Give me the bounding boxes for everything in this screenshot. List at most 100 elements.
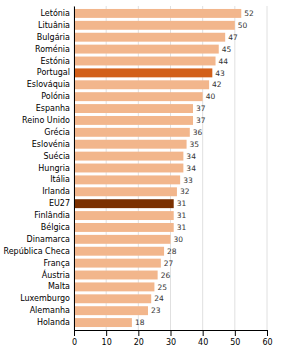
bar <box>74 128 190 137</box>
data-label: 37 <box>196 116 206 125</box>
tick-mark <box>267 330 268 336</box>
tick-label: 30 <box>166 338 176 347</box>
grid-line <box>202 6 203 330</box>
tick-label: Irlanda <box>42 187 70 196</box>
data-label: 27 <box>164 259 174 268</box>
tick: Malta <box>48 282 70 291</box>
axis-line <box>74 7 75 331</box>
bar <box>74 164 183 173</box>
bar <box>74 247 164 256</box>
tick: 20 <box>134 330 144 347</box>
data-label: 23 <box>151 306 161 315</box>
tick-mark <box>138 330 139 336</box>
tick: Áustria <box>42 269 70 280</box>
data-label: 25 <box>157 283 167 292</box>
tick: Lituânia <box>38 21 70 30</box>
bar <box>74 271 158 280</box>
tick: França <box>43 259 70 268</box>
data-label: 34 <box>186 152 196 161</box>
data-labels: 5250474544434240373736353434333231313130… <box>135 9 254 327</box>
data-label: 26 <box>161 271 171 280</box>
bar <box>74 80 209 89</box>
tick: Bélgica <box>41 222 70 232</box>
tick: Reino Unido <box>22 116 70 125</box>
tick: 0 <box>72 330 77 347</box>
grid <box>74 6 267 330</box>
tick: 50 <box>230 330 240 347</box>
tick-label: Hungria <box>38 164 70 173</box>
data-label: 34 <box>186 164 196 173</box>
tick-label: Lituânia <box>38 21 70 30</box>
tick-label: 10 <box>102 338 112 347</box>
bar <box>74 318 132 327</box>
tick-label: Reino Unido <box>22 116 70 125</box>
tick: Suécia <box>43 151 70 161</box>
tick: Hungria <box>38 164 70 173</box>
bar <box>74 68 212 77</box>
data-label: 43 <box>215 69 225 78</box>
bar <box>74 92 203 101</box>
bar <box>74 57 216 66</box>
tick-label: Itália <box>50 175 70 184</box>
data-label: 44 <box>219 57 229 66</box>
tick-label: Alemanha <box>30 306 70 315</box>
bar <box>74 282 154 291</box>
tick: Letónia <box>41 8 71 18</box>
bar <box>74 104 193 113</box>
tick-label: Bélgica <box>41 222 70 232</box>
data-label: 42 <box>212 80 222 89</box>
tick-mark <box>74 330 75 336</box>
bar <box>74 199 174 208</box>
tick: Eslováquia <box>27 80 70 89</box>
tick-label: Letónia <box>41 8 71 18</box>
plot: 0 10 20 30 40 50 60 Letónia Lituânia Bulgária Romé… <box>3 6 272 347</box>
tick-label: Polónia <box>41 91 70 101</box>
tick: Dinamarca <box>27 235 71 244</box>
tick-label: Áustria <box>42 269 70 280</box>
tick-label: 20 <box>134 338 144 347</box>
tick-mark <box>171 330 172 336</box>
tick: Alemanha <box>30 306 70 315</box>
tick: Polónia <box>41 91 70 101</box>
tick-label: Suécia <box>43 151 70 161</box>
data-label: 30 <box>174 235 184 244</box>
tick: Itália <box>50 175 70 184</box>
tick: Espanha <box>36 104 70 113</box>
tick-label: 0 <box>72 338 77 347</box>
tick-label: Finlândia <box>34 211 70 220</box>
tick-label: Luxemburgo <box>20 294 70 303</box>
data-label: 32 <box>180 187 190 196</box>
tick: Irlanda <box>42 187 70 196</box>
tick-label: República Checa <box>3 247 70 256</box>
bar <box>74 152 183 161</box>
tick: Holanda <box>37 318 70 327</box>
tick: Portugal <box>37 68 70 77</box>
data-label: 31 <box>177 199 187 208</box>
tick-mark <box>203 330 204 336</box>
bar <box>74 33 225 42</box>
tick-label: Grécia <box>44 127 70 137</box>
data-label: 52 <box>244 9 254 18</box>
grid-line <box>234 6 235 330</box>
tick-label: Roménia <box>35 44 70 54</box>
tick: Grécia <box>44 127 70 137</box>
x-axis: 0 10 20 30 40 50 60 <box>72 330 273 347</box>
bar <box>74 235 171 244</box>
bar <box>74 9 241 18</box>
data-label: 24 <box>154 294 164 303</box>
tick-label: Bulgária <box>37 33 70 42</box>
data-label: 36 <box>193 128 203 137</box>
tick-label: Eslovénia <box>32 139 70 149</box>
tick-label: 40 <box>198 338 208 347</box>
y-axis: LetóniaLituâniaBulgáriaRoméniaEstóniaPor… <box>3 7 74 331</box>
data-label: 45 <box>222 45 232 54</box>
bar <box>74 116 193 125</box>
tick-label: Portugal <box>37 68 70 77</box>
data-label: 50 <box>238 21 248 30</box>
tick: Bulgária <box>37 33 70 42</box>
tick-label: Holanda <box>37 318 70 327</box>
tick: 60 <box>262 330 272 347</box>
tick: República Checa <box>3 247 70 256</box>
tick: 10 <box>102 330 112 347</box>
tick-label: Eslováquia <box>27 80 70 89</box>
